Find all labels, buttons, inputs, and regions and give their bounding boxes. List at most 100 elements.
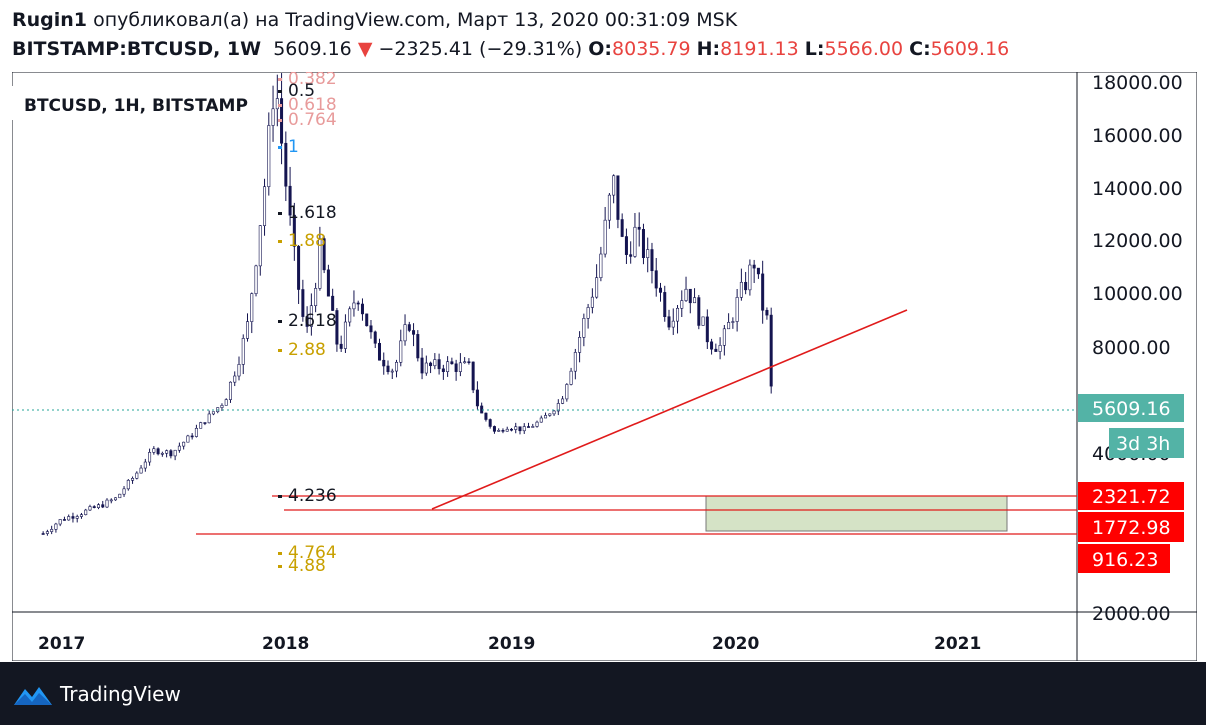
candle-body [578, 337, 582, 353]
y-tick-label: 10000.00 [1092, 283, 1183, 305]
candle-body [71, 516, 75, 519]
candle-body [322, 238, 326, 271]
candle-body [309, 305, 313, 327]
candle-body [527, 426, 531, 428]
fib-tick [278, 320, 282, 323]
candle-body [548, 413, 552, 416]
footer-bar: TradingView [0, 662, 1206, 725]
candle-body [693, 297, 697, 304]
x-tick-label: 2018 [262, 634, 309, 654]
open-label: O: [588, 38, 613, 60]
close-value: 5609.16 [930, 38, 1010, 60]
candle-body [114, 497, 118, 501]
candle-body [603, 219, 607, 255]
candle-body [484, 412, 488, 420]
candle-body [573, 352, 577, 372]
candle-body [463, 361, 467, 364]
candle-body [641, 229, 645, 259]
candle-body [688, 288, 692, 304]
fib-tick [278, 212, 282, 215]
author-name[interactable]: Rugin1 [12, 9, 88, 31]
candle-body [590, 296, 594, 308]
level-tag-label: 2321.72 [1092, 486, 1171, 508]
candle-body [676, 307, 680, 322]
candle-body [169, 450, 173, 457]
candle-body [182, 441, 186, 447]
candle-body [92, 506, 96, 508]
candle-body [565, 384, 569, 400]
candle-body [497, 430, 501, 432]
low-value: 5566.00 [824, 38, 904, 60]
candle-body [220, 405, 224, 408]
candle-body [203, 422, 207, 424]
candle-body [727, 322, 731, 330]
candle-body [624, 236, 628, 255]
candle-body [612, 175, 616, 196]
candle-body [616, 175, 620, 220]
candle-body [680, 300, 684, 309]
candle-body [326, 269, 330, 297]
candle-series [41, 73, 773, 536]
candle-body [109, 499, 113, 502]
high-value: 8191.13 [720, 38, 799, 60]
target-zone[interactable] [705, 495, 1008, 532]
candle-body [735, 297, 739, 322]
candle-body [343, 321, 347, 349]
last-price: 5609.16 [273, 38, 352, 60]
candle-body [284, 142, 288, 187]
candle-body [620, 219, 624, 237]
symbol-label[interactable]: BITSTAMP:BTCUSD, 1W [12, 38, 262, 60]
level-tag-label: 916.23 [1092, 549, 1158, 571]
candle-body [450, 361, 454, 365]
candle-body [607, 194, 611, 221]
tradingview-logo-icon[interactable] [12, 681, 54, 707]
candle-body [424, 362, 428, 374]
trend-line[interactable] [431, 309, 908, 510]
candle-body [420, 357, 424, 374]
fib-tick [278, 119, 282, 122]
candle-body [122, 488, 126, 495]
candle-body [126, 480, 130, 490]
candle-body [377, 342, 381, 361]
candle-body [467, 361, 471, 364]
candle-body [544, 415, 548, 419]
candle-body [582, 318, 586, 338]
candle-body [561, 398, 565, 404]
candle-body [292, 214, 296, 247]
candle-body [556, 403, 560, 412]
candle-body [356, 302, 360, 305]
fib-label: 2.618 [288, 311, 337, 331]
candle-body [437, 359, 441, 370]
y-tick-label: 2000.00 [1092, 603, 1171, 625]
candle-body [667, 316, 671, 328]
candle-body [207, 413, 211, 424]
chart-header: Rugin1 опубликовал(а) на TradingView.com… [0, 0, 1206, 70]
candle-body [152, 448, 156, 453]
fib-tick [278, 565, 282, 568]
countdown-tag-label: 3d 3h [1116, 433, 1170, 455]
price-chart[interactable]: 0.382 0.5 0.618 0.764 1 1.618 1.88 2.618… [11, 69, 1198, 662]
candle-body [352, 302, 356, 310]
tradingview-brand[interactable]: TradingView [60, 682, 181, 706]
candle-body [297, 246, 301, 290]
price-tags: 5609.16 3d 3h 2321.72 1772.98 916.23 [1078, 394, 1184, 573]
candle-body [58, 519, 62, 525]
y-tick-label: 8000.00 [1092, 337, 1171, 359]
publish-line: Rugin1 опубликовал(а) на TradingView.com… [12, 9, 737, 31]
close-label: C: [909, 38, 931, 60]
fib-label: 1.88 [288, 231, 326, 251]
candle-body [190, 435, 194, 438]
candle-body [531, 426, 535, 428]
time-axis[interactable]: 2017 2018 2019 2020 2021 [38, 634, 981, 654]
candle-body [211, 411, 215, 415]
chart-area[interactable]: 0.382 0.5 0.618 0.764 1 1.618 1.88 2.618… [11, 69, 1198, 662]
candle-body [173, 449, 177, 457]
high-label: H: [696, 38, 721, 60]
price-axis[interactable]: 18000.00 16000.00 14000.00 12000.00 1000… [1092, 72, 1183, 625]
down-arrow-icon: ▼ [357, 38, 373, 60]
candle-body [488, 419, 492, 427]
candle-body [684, 288, 688, 301]
candle-body [509, 428, 513, 431]
candle-body [50, 529, 54, 532]
candle-body [765, 309, 769, 316]
